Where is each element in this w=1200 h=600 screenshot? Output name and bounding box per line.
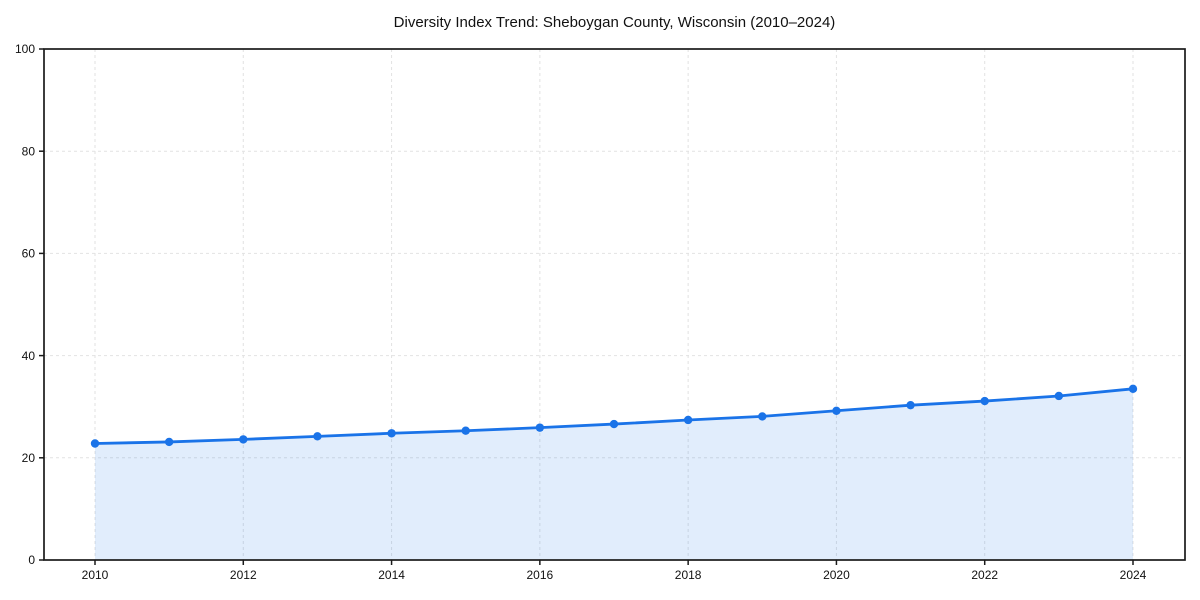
y-tick-label: 80	[22, 144, 36, 158]
data-point-2016	[535, 423, 545, 432]
chart-title: Diversity Index Trend: Sheboygan County,…	[393, 14, 836, 31]
data-point-2018	[683, 415, 693, 425]
x-tick-label: 2024	[1120, 568, 1147, 582]
x-tick-label: 2022	[971, 568, 998, 582]
data-point-2012	[239, 435, 248, 444]
x-tick-label: 2010	[82, 568, 109, 582]
x-tick-label: 2014	[378, 568, 405, 582]
data-point-2010	[90, 439, 100, 448]
plot-border	[43, 48, 1186, 561]
data-point-2022	[980, 396, 989, 406]
data-point-2024	[1128, 384, 1138, 394]
y-tick-label: 60	[22, 247, 36, 261]
data-point-2021	[906, 400, 915, 410]
x-tick-label: 2012	[230, 568, 257, 582]
y-tick-label: 0	[28, 553, 35, 567]
data-point-2023	[1054, 391, 1064, 401]
y-tick-label: 100	[15, 42, 35, 56]
data-point-2019	[758, 412, 767, 421]
data-point-2013	[313, 432, 322, 441]
data-point-2011	[164, 437, 174, 447]
y-tick-label: 20	[22, 451, 36, 465]
data-point-2017	[609, 419, 619, 429]
data-point-2020	[832, 406, 841, 415]
data-point-2015	[461, 426, 470, 435]
y-tick-label: 40	[22, 349, 36, 363]
x-tick-label: 2016	[527, 568, 554, 582]
data-point-2014	[387, 429, 396, 438]
x-tick-label: 2018	[675, 568, 702, 582]
area-fill	[95, 388, 1133, 560]
x-tick-label: 2020	[823, 568, 850, 582]
